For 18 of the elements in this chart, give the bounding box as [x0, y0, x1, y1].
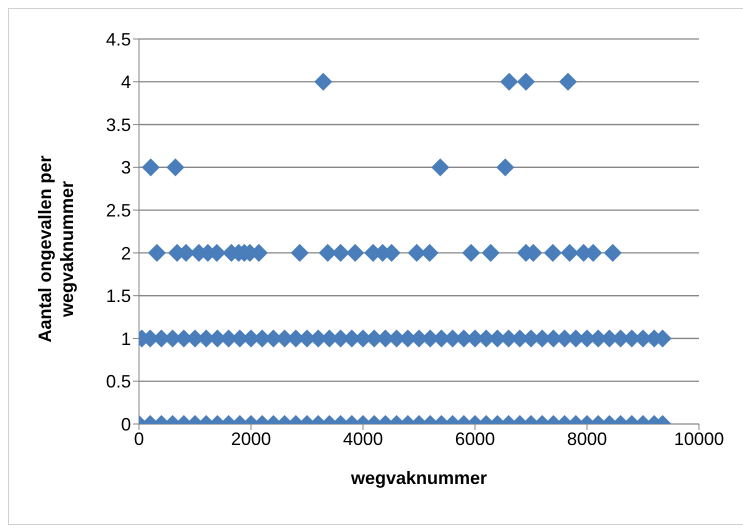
y-tick-label: 0	[120, 414, 131, 434]
y-tick-label: 3.5	[106, 114, 131, 135]
y-tick-label: 0.5	[106, 372, 131, 392]
x-tick-label: 0	[134, 428, 144, 449]
y-tick-label: 2	[120, 243, 131, 264]
y-tick-label: 1	[120, 328, 131, 349]
x-axis-title: wegvaknummer	[350, 468, 488, 488]
x-tick-label: 10000	[674, 428, 724, 449]
x-tick-label: 2000	[230, 428, 272, 449]
x-tick-label: 6000	[454, 428, 496, 449]
x-tick-label: 8000	[566, 428, 608, 449]
y-tick-label: 4.5	[106, 29, 131, 50]
x-tick-label: 4000	[342, 428, 384, 449]
y-tick-label: 1.5	[106, 286, 131, 306]
y-tick-label: 4	[120, 72, 131, 92]
y-tick-label: 3	[120, 158, 131, 178]
y-tick-label: 2.5	[106, 200, 131, 220]
y-axis-title: Aantal ongevallen per wegvaknummer	[35, 155, 77, 343]
